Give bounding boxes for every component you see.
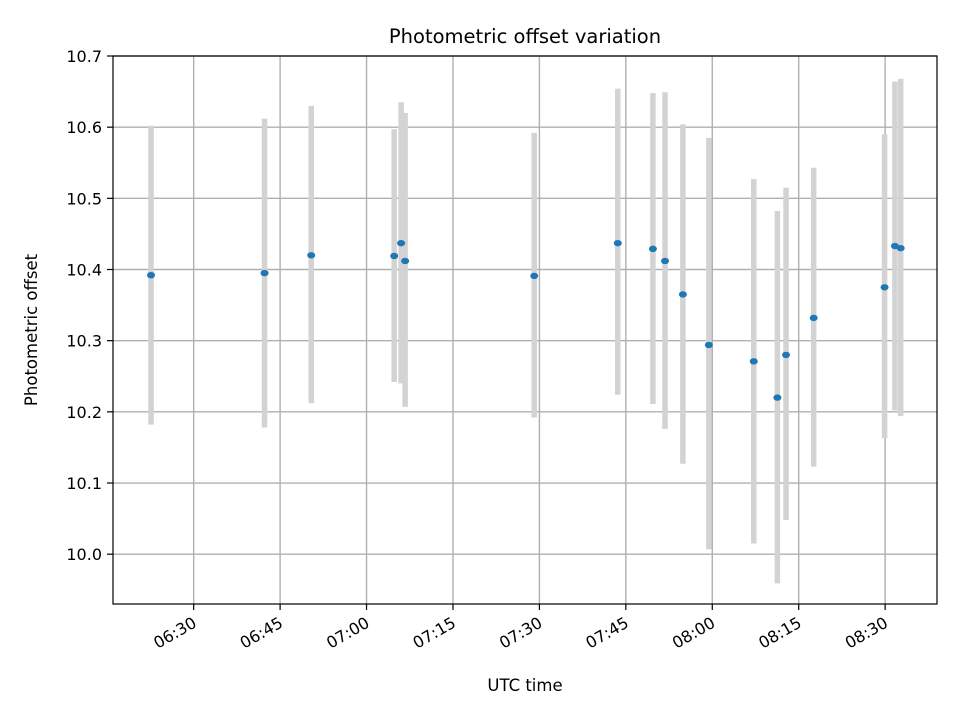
data-point (401, 257, 410, 265)
data-point (896, 244, 905, 252)
y-tick-label: 10.7 (66, 47, 102, 66)
data-point (307, 252, 316, 259)
data-point (880, 284, 889, 291)
y-tick-label: 10.6 (66, 118, 102, 137)
data-point (397, 239, 406, 247)
data-point (773, 394, 782, 401)
data-points (147, 239, 905, 401)
data-point (809, 314, 818, 322)
data-point (613, 239, 622, 247)
y-tick-label: 10.0 (66, 545, 102, 564)
data-point (782, 351, 791, 359)
y-tick-label: 10.3 (66, 332, 102, 351)
y-tick-label: 10.2 (66, 403, 102, 422)
y-axis-label: Photometric offset (22, 253, 41, 406)
data-point (390, 252, 399, 260)
x-axis-label: UTC time (487, 676, 562, 695)
data-point (678, 291, 687, 298)
chart-title: Photometric offset variation (389, 25, 661, 48)
y-tick-label: 10.1 (66, 474, 102, 493)
y-axis: 10.0 10.1 10.2 10.3 10.4 10.5 10.6 10.7 (66, 47, 113, 564)
data-point (530, 272, 539, 280)
y-tick-label: 10.4 (66, 261, 102, 280)
data-point (648, 245, 657, 253)
data-point (704, 341, 713, 349)
data-point (260, 269, 269, 277)
data-point (749, 358, 758, 365)
plot-frame (112, 55, 938, 605)
data-point (147, 272, 156, 279)
data-point (661, 257, 670, 265)
y-tick-label: 10.5 (66, 189, 102, 208)
